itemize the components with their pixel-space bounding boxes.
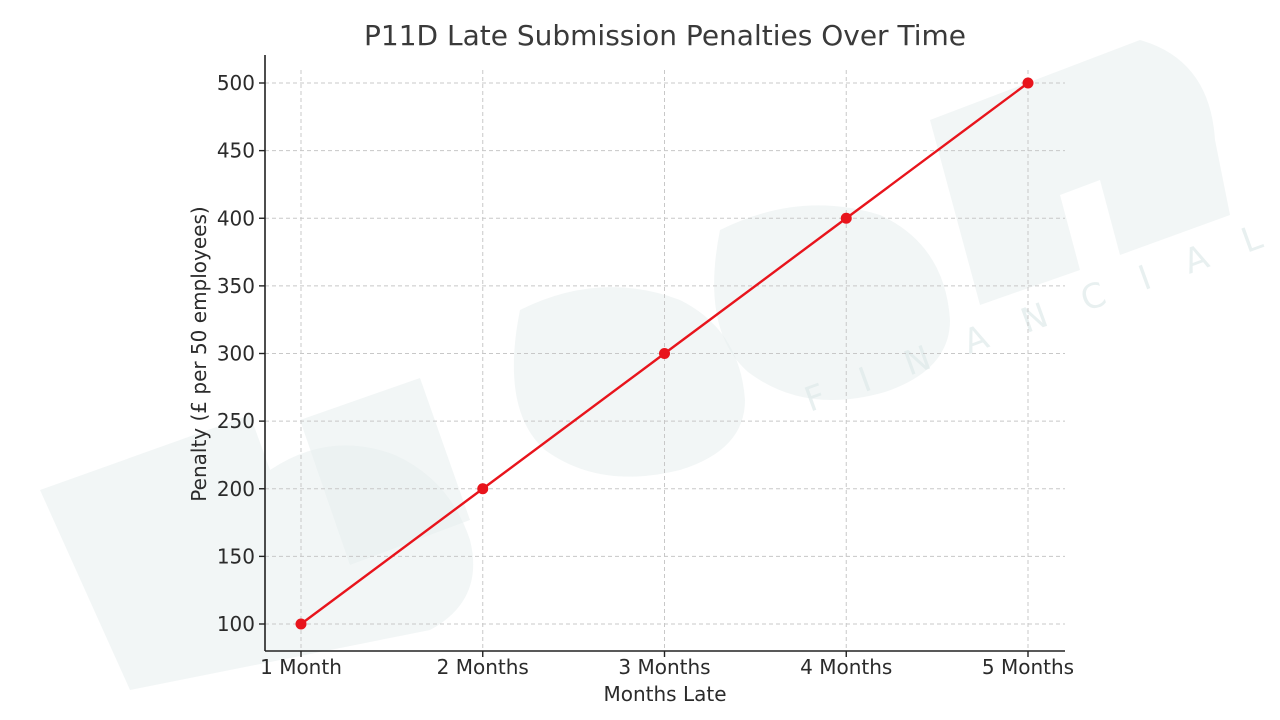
y-tick-label: 200 bbox=[217, 477, 255, 501]
ticks: 100 150 200 250 300 350 400 450 500 1 Month 2 Mont… bbox=[217, 71, 1074, 679]
penalty-data-point bbox=[659, 348, 670, 359]
x-axis-title: Months Late bbox=[603, 682, 726, 706]
y-tick-label: 300 bbox=[217, 342, 255, 366]
watermark-letter-l bbox=[300, 378, 470, 565]
penalty-data-point bbox=[1022, 77, 1034, 89]
y-tick-label: 100 bbox=[217, 612, 255, 636]
x-tick-label: 4 Months bbox=[800, 655, 892, 679]
series-layer bbox=[295, 77, 1034, 630]
penalty-data-point bbox=[295, 618, 307, 630]
watermark-letter-o1 bbox=[513, 287, 745, 477]
penalty-data-point bbox=[840, 212, 852, 224]
watermark-letter-o2 bbox=[714, 205, 950, 401]
gridlines bbox=[265, 70, 1065, 651]
x-tick-label: 1 Month bbox=[260, 655, 342, 679]
penalty-data-point bbox=[477, 483, 489, 495]
watermark-letter-m bbox=[930, 40, 1230, 305]
y-tick-label: 150 bbox=[217, 544, 255, 568]
x-tick-label: 2 Months bbox=[437, 655, 529, 679]
chart-title: P11D Late Submission Penalties Over Time bbox=[364, 19, 966, 52]
y-tick-label: 250 bbox=[217, 409, 255, 433]
y-tick-label: 350 bbox=[217, 274, 255, 298]
y-tick-label: 400 bbox=[217, 206, 255, 230]
y-tick-label: 450 bbox=[217, 139, 255, 163]
x-tick-label: 5 Months bbox=[982, 655, 1074, 679]
x-tick-label: 3 Months bbox=[618, 655, 710, 679]
y-axis-title: Penalty (£ per 50 employees) bbox=[187, 206, 211, 501]
y-tick-label: 500 bbox=[217, 71, 255, 95]
